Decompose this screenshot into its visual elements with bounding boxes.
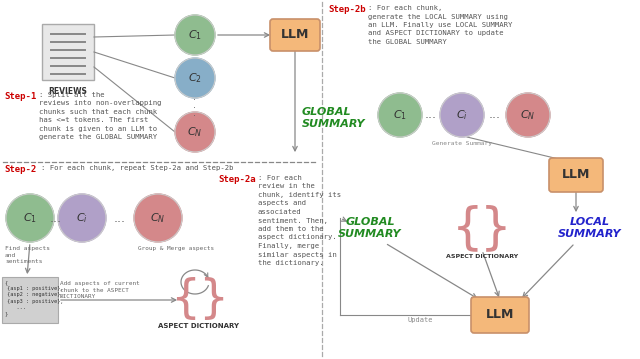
Circle shape — [506, 93, 550, 137]
Text: Generate Summary: Generate Summary — [432, 141, 492, 146]
FancyBboxPatch shape — [2, 277, 58, 323]
Text: $C_{i}$: $C_{i}$ — [456, 108, 468, 122]
Text: REVIEWS: REVIEWS — [49, 87, 88, 96]
Text: $C_{i}$: $C_{i}$ — [76, 211, 88, 225]
Text: Group & Merge aspects: Group & Merge aspects — [138, 246, 214, 251]
Circle shape — [440, 93, 484, 137]
Text: : For each chunk, repeat Step-2a and Step-2b: : For each chunk, repeat Step-2a and Ste… — [41, 165, 234, 171]
Text: ASPECT DICTIONARY: ASPECT DICTIONARY — [159, 323, 239, 329]
Text: Step-2a: Step-2a — [218, 175, 255, 184]
Text: Step-2b: Step-2b — [328, 5, 365, 14]
Text: {
 {asp1 : positive},
 {asp2 : negative},
 {asp3 : positive},
    ...
}: { {asp1 : positive}, {asp2 : negative}, … — [4, 280, 63, 316]
Circle shape — [175, 58, 215, 98]
Text: Find aspects
and
sentiments: Find aspects and sentiments — [5, 246, 50, 264]
Circle shape — [175, 15, 215, 55]
Text: $C_{1}$: $C_{1}$ — [393, 108, 407, 122]
Text: Step-2: Step-2 — [4, 165, 36, 174]
Text: $C_{N}$: $C_{N}$ — [520, 108, 536, 122]
Text: LLM: LLM — [562, 168, 590, 182]
Text: GLOBAL
SUMMARY: GLOBAL SUMMARY — [339, 217, 402, 239]
Circle shape — [6, 194, 54, 242]
Text: LLM: LLM — [281, 28, 309, 42]
Text: ...: ... — [114, 211, 126, 224]
Text: $C_{1}$: $C_{1}$ — [23, 211, 37, 225]
Text: LLM: LLM — [486, 308, 514, 322]
Circle shape — [134, 194, 182, 242]
Text: ...: ... — [50, 211, 62, 224]
Text: }: } — [480, 204, 512, 252]
Circle shape — [175, 112, 215, 152]
Text: ...: ... — [489, 108, 501, 121]
Text: ASPECT DICTIONARY: ASPECT DICTIONARY — [446, 254, 518, 259]
Text: Step-1: Step-1 — [4, 92, 36, 101]
Text: {: { — [452, 204, 484, 252]
Text: GLOBAL
SUMMARY: GLOBAL SUMMARY — [302, 107, 365, 129]
Circle shape — [378, 93, 422, 137]
Text: }: } — [198, 278, 228, 322]
Text: $C_{1}$: $C_{1}$ — [188, 28, 202, 42]
FancyBboxPatch shape — [471, 297, 529, 333]
Text: Add aspects of current
chunk to the ASPECT
DICTIONARY: Add aspects of current chunk to the ASPE… — [60, 281, 140, 299]
FancyBboxPatch shape — [549, 158, 603, 192]
Text: ...: ... — [425, 108, 437, 121]
Text: : For each
review in the
chunk, identify its
aspects and
associated
sentiment. T: : For each review in the chunk, identify… — [258, 175, 341, 266]
Circle shape — [58, 194, 106, 242]
Text: LOCAL
SUMMARY: LOCAL SUMMARY — [558, 217, 621, 239]
Text: $C_{2}$: $C_{2}$ — [188, 71, 202, 85]
Text: : For each chunk,
generate the LOCAL SUMMARY using
an LLM. Finally use LOCAL SUM: : For each chunk, generate the LOCAL SUM… — [368, 5, 513, 45]
Text: {: { — [170, 278, 200, 322]
FancyBboxPatch shape — [270, 19, 320, 51]
Text: $C_{N}$: $C_{N}$ — [150, 211, 166, 225]
Text: : Split all the
reviews into non-overlapping
chunks such that each chunk
has <=t: : Split all the reviews into non-overlap… — [39, 92, 161, 140]
Text: $C_{N}$: $C_{N}$ — [188, 125, 203, 139]
Text: .
.
.: . . . — [193, 92, 196, 118]
FancyBboxPatch shape — [42, 24, 94, 80]
Text: Update: Update — [407, 317, 433, 323]
